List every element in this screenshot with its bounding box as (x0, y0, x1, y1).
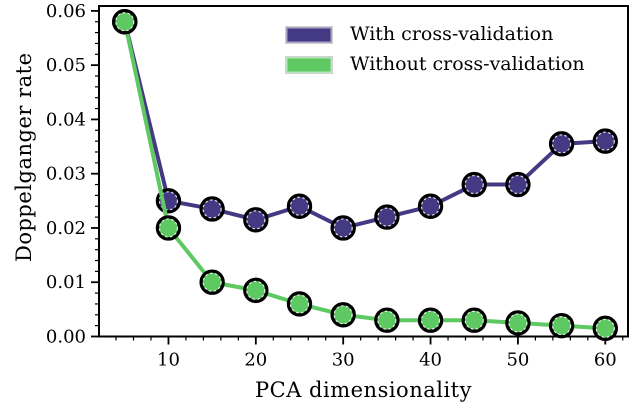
data-point-marker (286, 291, 313, 317)
data-point-marker (417, 307, 444, 333)
data-point-marker-inner-ring (508, 174, 528, 195)
data-point-marker-inner-ring (420, 196, 441, 216)
y-tick-label: 0.02 (46, 218, 86, 239)
data-point-marker (374, 204, 400, 230)
y-tick-label: 0.06 (46, 1, 86, 22)
data-point-marker-inner-ring (158, 191, 179, 211)
data-point-marker-inner-ring (333, 305, 353, 325)
data-point-marker-inner-ring (202, 272, 222, 292)
data-point-marker-inner-ring (464, 174, 484, 195)
y-tick-label: 0.04 (46, 109, 86, 130)
x-tick-label: 50 (506, 350, 529, 371)
data-point-marker (374, 307, 400, 333)
y-tick-label: 0.00 (46, 327, 86, 348)
data-point-marker (112, 9, 138, 35)
data-point-marker-inner-ring (289, 294, 310, 314)
data-point-marker (505, 310, 531, 336)
data-point-marker-inner-ring (420, 310, 441, 330)
data-point-marker (505, 171, 531, 198)
data-point-marker (243, 277, 269, 304)
data-point-marker-inner-ring (246, 210, 266, 230)
x-tick-label: 60 (594, 350, 617, 371)
data-point-marker (330, 302, 356, 328)
legend-swatch-without-cv (286, 56, 332, 73)
data-point-marker (417, 193, 444, 219)
data-point-marker-inner-ring (552, 316, 572, 336)
data-point-marker-inner-ring (289, 196, 310, 216)
data-point-marker-inner-ring (595, 131, 615, 151)
data-point-marker (592, 128, 618, 154)
x-tick-label: 30 (332, 350, 355, 371)
data-point-marker-inner-ring (508, 313, 528, 333)
data-point-marker (155, 215, 182, 241)
data-point-marker (286, 193, 313, 219)
data-point-marker (199, 196, 225, 222)
data-point-marker-inner-ring (377, 310, 397, 330)
x-tick-label: 20 (244, 350, 267, 371)
data-point-marker-inner-ring (595, 318, 615, 338)
data-point-marker-inner-ring (464, 310, 484, 330)
legend-item-with-cv: With cross-validation (286, 25, 585, 44)
data-point-marker-inner-ring (377, 207, 397, 227)
legend-label-with-cv: With cross-validation (350, 23, 554, 45)
data-point-marker-inner-ring (333, 218, 353, 238)
legend: With cross-validation Without cross-vali… (286, 25, 585, 74)
x-axis-label: PCA dimensionality (255, 378, 472, 402)
x-tick-label: 40 (419, 350, 442, 371)
x-tick-label: 10 (157, 350, 180, 371)
y-tick-label: 0.01 (46, 272, 86, 293)
data-point-marker (243, 207, 269, 233)
y-tick-label: 0.03 (46, 164, 86, 185)
data-point-marker (461, 307, 487, 333)
data-point-marker (592, 315, 618, 342)
data-point-marker (548, 131, 575, 157)
data-point-marker-inner-ring (552, 134, 572, 154)
data-point-marker-inner-ring (246, 280, 266, 300)
data-point-marker-inner-ring (158, 218, 179, 238)
axes-box (98, 5, 629, 338)
legend-item-without-cv: Without cross-validation (286, 55, 585, 74)
data-point-marker (461, 171, 487, 198)
data-point-marker (548, 312, 575, 339)
data-point-marker (199, 269, 225, 295)
data-point-marker-inner-ring (202, 199, 222, 219)
legend-label-without-cv: Without cross-validation (350, 53, 585, 75)
data-point-marker (330, 215, 356, 241)
data-point-marker-inner-ring (115, 12, 135, 32)
y-axis-label: Doppelganger rate (12, 52, 36, 262)
y-tick-label: 0.05 (46, 55, 86, 76)
legend-swatch-with-cv (286, 26, 332, 43)
